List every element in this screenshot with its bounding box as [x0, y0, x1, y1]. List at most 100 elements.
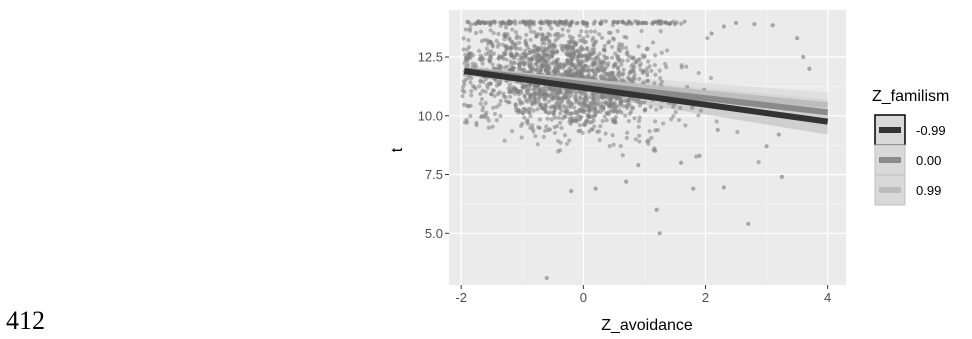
- scatter-point: [613, 61, 618, 66]
- scatter-point: [548, 20, 553, 25]
- scatter-point: [545, 116, 550, 121]
- scatter-point: [696, 113, 701, 118]
- scatter-point: [522, 51, 527, 57]
- scatter-point: [472, 85, 477, 90]
- scatter-point: [646, 141, 651, 146]
- scatter-point: [641, 20, 646, 26]
- scatter-point: [653, 119, 658, 124]
- scatter-point: [590, 47, 595, 52]
- scatter-point: [503, 21, 509, 27]
- scatter-point: [499, 20, 504, 25]
- scatter-point: [721, 24, 726, 29]
- scatter-point: [555, 96, 561, 101]
- scatter-point: [659, 50, 664, 55]
- scatter-point: [497, 102, 502, 107]
- scatter-point: [542, 46, 547, 51]
- scatter-point: [625, 130, 630, 135]
- scatter-point: [527, 25, 532, 30]
- scatter-point: [567, 51, 572, 57]
- scatter-point: [683, 123, 688, 128]
- scatter-point: [547, 33, 553, 38]
- scatter-point: [550, 49, 555, 54]
- scatter-point: [547, 65, 552, 71]
- scatter-point: [652, 81, 657, 86]
- scatter-point: [598, 20, 603, 26]
- scatter-point: [484, 46, 490, 51]
- scatter-point: [569, 19, 574, 25]
- x-tick-label: 0: [580, 290, 587, 305]
- scatter-point: [513, 30, 519, 35]
- scatter-point: [543, 19, 549, 24]
- scatter-point: [546, 99, 551, 104]
- scatter-point: [634, 98, 639, 104]
- scatter-point: [582, 40, 587, 45]
- scatter-point: [571, 118, 576, 123]
- scatter-point: [619, 62, 624, 67]
- scatter-point: [612, 100, 617, 105]
- x-tick-label: -2: [455, 290, 467, 305]
- scatter-point: [588, 29, 594, 34]
- scatter-point: [491, 30, 496, 36]
- scatter-point: [645, 46, 650, 51]
- scatter-point: [661, 121, 666, 126]
- y-axis: 5.0 7.5 10.0 12.5: [418, 50, 449, 241]
- legend-label: -0.99: [916, 123, 946, 138]
- scatter-point: [483, 112, 488, 117]
- scatter-point: [801, 54, 806, 60]
- scatter-point: [572, 94, 577, 100]
- scatter-point: [715, 127, 720, 132]
- scatter-point: [694, 154, 699, 159]
- scatter-point: [631, 106, 636, 111]
- scatter-point: [578, 128, 583, 133]
- scatter-point: [756, 159, 761, 165]
- scatter-point: [538, 56, 543, 61]
- scatter-point: [520, 67, 525, 72]
- scatter-point: [654, 107, 659, 112]
- scatter-point: [517, 97, 522, 102]
- scatter-point: [544, 124, 549, 129]
- scatter-point: [636, 163, 641, 168]
- scatter-point: [521, 62, 527, 67]
- scatter-point: [570, 45, 576, 50]
- scatter-point: [575, 48, 580, 53]
- scatter-point: [550, 92, 555, 97]
- scatter-point: [664, 65, 669, 70]
- scatter-point: [619, 98, 624, 103]
- scatter-point: [619, 110, 624, 115]
- scatter-point: [523, 48, 528, 53]
- scatter-point: [649, 135, 654, 140]
- scatter-point: [611, 74, 616, 79]
- scatter-point: [562, 63, 567, 68]
- scatter-point: [631, 67, 636, 72]
- scatter-point: [543, 103, 548, 108]
- scatter-point: [514, 108, 519, 113]
- scatter-point: [558, 120, 563, 125]
- scatter-point: [468, 113, 473, 119]
- scatter-point: [636, 44, 641, 49]
- legend-label: 0.99: [916, 183, 941, 198]
- scatter-point: [631, 55, 636, 60]
- scatter-point: [559, 43, 564, 48]
- y-tick-label: 10.0: [418, 108, 443, 123]
- scatter-point: [490, 43, 495, 48]
- scatter-point: [513, 103, 518, 108]
- scatter-point: [524, 55, 530, 60]
- scatter-point: [560, 33, 565, 38]
- scatter-point: [610, 70, 616, 75]
- scatter-point: [467, 26, 472, 31]
- scatter-point: [472, 21, 477, 26]
- scatter-point: [574, 40, 579, 45]
- scatter-point: [579, 58, 584, 63]
- scatter-point: [523, 21, 528, 26]
- scatter-point: [488, 49, 494, 54]
- scatter-point: [524, 42, 529, 47]
- scatter-point: [606, 61, 611, 66]
- scatter-point: [519, 135, 524, 140]
- scatter-point: [498, 98, 503, 104]
- scatter-point: [624, 179, 629, 184]
- scatter-point: [581, 99, 586, 104]
- scatter-point: [603, 131, 608, 136]
- scatter-point: [564, 51, 569, 57]
- scatter-point: [569, 92, 574, 98]
